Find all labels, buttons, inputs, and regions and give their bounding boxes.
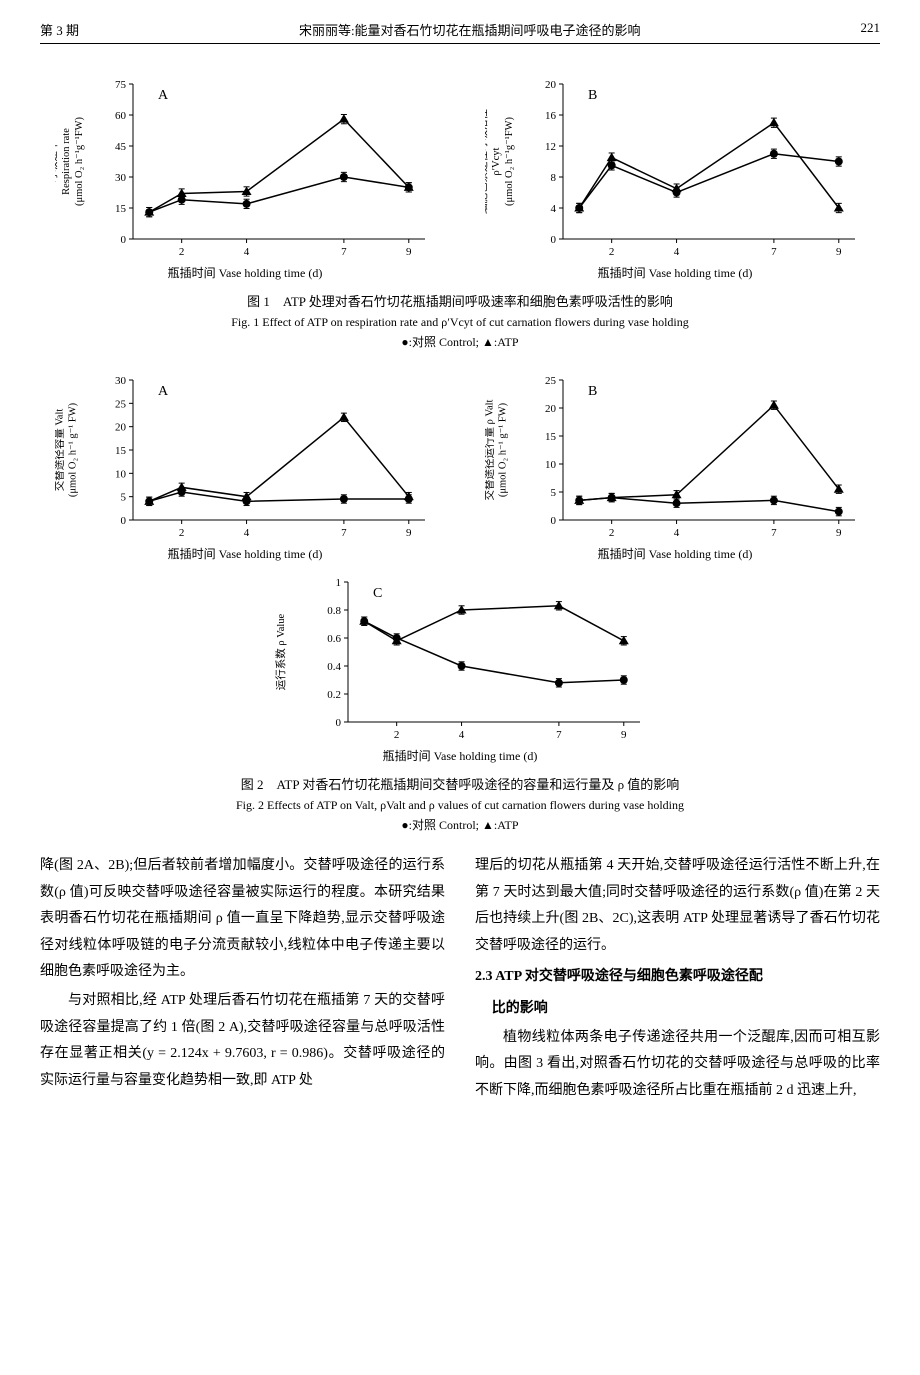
svg-text:20: 20 <box>545 79 557 91</box>
svg-text:8: 8 <box>551 172 557 184</box>
issue-number: 第 3 期 <box>40 20 79 39</box>
fig2-panel-a: 0 5 10 15 20 25 30 2 4 7 9 A 交替途径容量 Valt(μmol O₂ h⁻¹… <box>55 370 435 562</box>
right-column: 理后的切花从瓶插第 4 天开始,交替呼吸途径运行活性不断上升,在第 7 天时达到… <box>475 853 880 1106</box>
svg-text:交替途径容量 Valt: 交替途径容量 Valt <box>55 409 66 492</box>
page-number: 221 <box>860 20 880 39</box>
section-2-3-title: 2.3 ATP 对交替呼吸途径与细胞色素呼吸途径配 <box>475 964 880 991</box>
fig1b-xlabel: 瓶插时间 Vase holding time (d) <box>485 264 865 281</box>
fig1-legend: ●:对照 Control; ▲:ATP <box>40 333 880 350</box>
svg-text:25: 25 <box>545 375 557 387</box>
svg-text:交替途径运行量 ρ Valt: 交替途径运行量 ρ Valt <box>485 399 496 500</box>
svg-text:5: 5 <box>551 487 557 499</box>
svg-text:9: 9 <box>406 527 412 539</box>
svg-text:(μmol O₂ h⁻¹g⁻¹FW): (μmol O₂ h⁻¹g⁻¹FW) <box>74 116 85 206</box>
svg-text:(μmol O₂ h⁻¹g⁻¹FW): (μmol O₂ h⁻¹g⁻¹FW) <box>504 116 515 206</box>
fig1-caption-zh: 图 1 ATP 处理对香石竹切花瓶插期间呼吸速率和细胞色素呼吸活性的影响 <box>40 291 880 310</box>
svg-text:15: 15 <box>115 203 127 215</box>
svg-text:4: 4 <box>244 527 250 539</box>
svg-text:12: 12 <box>545 141 556 153</box>
svg-text:30: 30 <box>115 375 127 387</box>
body-text-columns: 降(图 2A、2B);但后者较前者增加幅度小。交替呼吸途径的运行系数(ρ 值)可… <box>40 853 880 1106</box>
svg-text:5: 5 <box>121 492 127 504</box>
fig2a-xlabel: 瓶插时间 Vase holding time (d) <box>55 545 435 562</box>
left-para-1: 降(图 2A、2B);但后者较前者增加幅度小。交替呼吸途径的运行系数(ρ 值)可… <box>40 853 445 986</box>
fig2b-xlabel: 瓶插时间 Vase holding time (d) <box>485 545 865 562</box>
svg-text:7: 7 <box>341 527 347 539</box>
svg-text:0: 0 <box>121 515 127 527</box>
fig2-legend: ●:对照 Control; ▲:ATP <box>40 816 880 833</box>
svg-text:0.8: 0.8 <box>327 605 341 617</box>
right-para-2: 植物线粒体两条电子传递途径共用一个泛醌库,因而可相互影响。由图 3 看出,对照香… <box>475 1025 880 1105</box>
svg-text:60: 60 <box>115 110 127 122</box>
figure-2-row-bottom: 0 0.2 0.4 0.6 0.8 1 2 4 7 9 C 运行系数 ρ Value 瓶插时间 Vas… <box>40 572 880 764</box>
svg-text:0: 0 <box>551 234 557 246</box>
svg-text:2: 2 <box>394 729 400 741</box>
running-title: 宋丽丽等:能量对香石竹切花在瓶插期间呼吸电子途径的影响 <box>299 20 641 39</box>
figure-1-row: 015304560752479A呼吸速率Respiration rate(μmo… <box>40 74 880 281</box>
svg-text:B: B <box>588 88 597 103</box>
page-header: 第 3 期 宋丽丽等:能量对香石竹切花在瓶插期间呼吸电子途径的影响 221 <box>40 20 880 44</box>
svg-text:0.4: 0.4 <box>327 661 341 673</box>
svg-text:C: C <box>373 586 382 601</box>
svg-text:0: 0 <box>336 717 342 729</box>
svg-text:7: 7 <box>341 246 347 258</box>
svg-text:30: 30 <box>115 172 127 184</box>
fig1-caption-en: Fig. 1 Effect of ATP on respiration rate… <box>40 315 880 330</box>
svg-text:呼吸速率: 呼吸速率 <box>55 141 59 183</box>
svg-text:9: 9 <box>836 527 842 539</box>
svg-text:20: 20 <box>545 403 557 415</box>
svg-text:16: 16 <box>545 110 557 122</box>
svg-text:4: 4 <box>459 729 465 741</box>
svg-text:0.2: 0.2 <box>327 689 341 701</box>
svg-text:运行系数 ρ Value: 运行系数 ρ Value <box>274 613 287 690</box>
svg-text:9: 9 <box>836 246 842 258</box>
svg-text:2: 2 <box>179 527 185 539</box>
svg-text:(μmol O₂ h⁻¹ g⁻¹ FW): (μmol O₂ h⁻¹ g⁻¹ FW) <box>68 402 79 497</box>
svg-text:A: A <box>158 88 169 103</box>
svg-text:2: 2 <box>179 246 185 258</box>
svg-text:7: 7 <box>771 527 777 539</box>
svg-text:4: 4 <box>674 527 680 539</box>
section-2-3-title-cont: 比的影响 <box>475 996 880 1023</box>
svg-text:Respiration rate: Respiration rate <box>61 128 72 195</box>
right-para-1: 理后的切花从瓶插第 4 天开始,交替呼吸途径运行活性不断上升,在第 7 天时达到… <box>475 853 880 959</box>
svg-text:1: 1 <box>336 577 342 589</box>
svg-text:4: 4 <box>551 203 557 215</box>
svg-text:A: A <box>158 384 169 399</box>
svg-text:ρ′Vcyt: ρ′Vcyt <box>491 147 502 175</box>
svg-text:0: 0 <box>551 515 557 527</box>
svg-text:2: 2 <box>609 527 615 539</box>
svg-text:10: 10 <box>115 468 127 480</box>
fig1-panel-b: 0481216202479B细胞色素途径呼吸活性ρ′Vcyt(μmol O₂ h… <box>485 74 865 281</box>
svg-text:15: 15 <box>545 431 557 443</box>
fig2-caption-zh: 图 2 ATP 对香石竹切花瓶插期间交替呼吸途径的容量和运行量及 ρ 值的影响 <box>40 774 880 793</box>
fig2-caption-en: Fig. 2 Effects of ATP on Valt, ρValt and… <box>40 798 880 813</box>
svg-text:25: 25 <box>115 398 127 410</box>
svg-text:0.6: 0.6 <box>327 633 341 645</box>
svg-text:B: B <box>588 384 597 399</box>
svg-text:15: 15 <box>115 445 127 457</box>
svg-text:细胞色素途径呼吸活性: 细胞色素途径呼吸活性 <box>485 109 489 214</box>
fig2-panel-c: 0 0.2 0.4 0.6 0.8 1 2 4 7 9 C 运行系数 ρ Value 瓶插时间 Vas… <box>270 572 650 764</box>
svg-text:9: 9 <box>621 729 627 741</box>
svg-text:(μmol O₂ h⁻¹ g⁻¹ FW): (μmol O₂ h⁻¹ g⁻¹ FW) <box>498 402 509 497</box>
svg-text:75: 75 <box>115 79 127 91</box>
fig2c-xlabel: 瓶插时间 Vase holding time (d) <box>270 747 650 764</box>
svg-text:2: 2 <box>609 246 615 258</box>
fig2-panel-b: 0 5 10 15 20 25 2 4 7 9 B 交替途径运行量 ρ Valt(μmol O₂ h⁻… <box>485 370 865 562</box>
svg-text:7: 7 <box>556 729 562 741</box>
svg-text:45: 45 <box>115 141 127 153</box>
svg-text:9: 9 <box>406 246 412 258</box>
fig1-panel-a: 0 15 30 45 60 75 2 4 7 9 A 呼吸速率Respiration rate(μmo… <box>55 74 435 281</box>
left-column: 降(图 2A、2B);但后者较前者增加幅度小。交替呼吸途径的运行系数(ρ 值)可… <box>40 853 445 1106</box>
fig1a-xlabel: 瓶插时间 Vase holding time (d) <box>55 264 435 281</box>
left-para-2: 与对照相比,经 ATP 处理后香石竹切花在瓶插第 7 天的交替呼吸途径容量提高了… <box>40 988 445 1094</box>
svg-text:4: 4 <box>674 246 680 258</box>
svg-text:20: 20 <box>115 422 127 434</box>
figure-2-row-top: 0510152025302479A交替途径容量 Valt(μmol O₂ h⁻¹… <box>40 370 880 562</box>
svg-text:0: 0 <box>121 234 127 246</box>
svg-text:4: 4 <box>244 246 250 258</box>
svg-text:7: 7 <box>771 246 777 258</box>
svg-text:10: 10 <box>545 459 557 471</box>
